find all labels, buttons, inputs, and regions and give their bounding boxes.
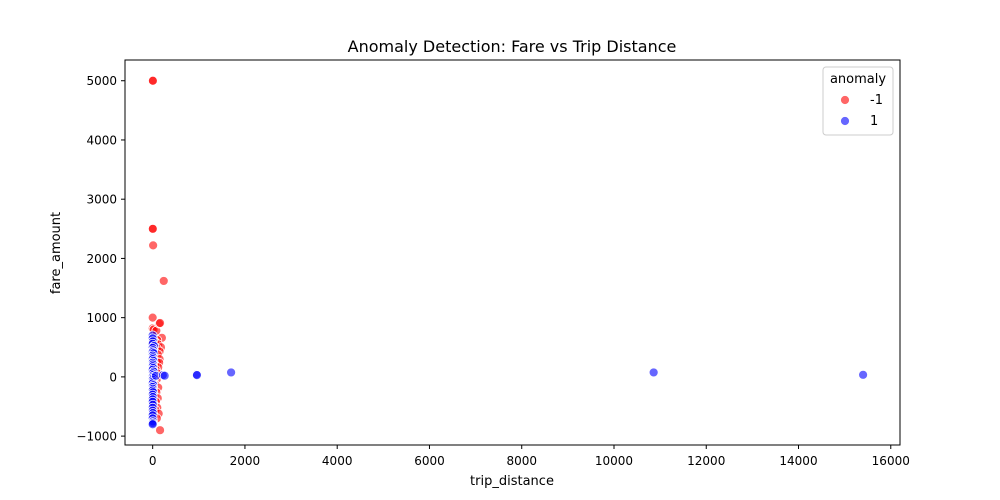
- legend-label-normal: 1: [870, 114, 878, 129]
- x-tick-label: 16000: [872, 454, 910, 468]
- y-tick-label: 4000: [86, 133, 117, 147]
- data-point: [147, 419, 158, 430]
- y-tick-label: 2000: [86, 252, 117, 266]
- series-normal: [147, 330, 868, 430]
- legend-marker-anomaly: [840, 95, 850, 105]
- y-axis-label: fare_amount: [49, 212, 64, 294]
- y-tick-label: −1000: [76, 430, 117, 444]
- x-tick-label: 10000: [595, 454, 633, 468]
- x-tick-label: 0: [149, 454, 157, 468]
- data-point: [226, 367, 237, 378]
- chart-title: Anomaly Detection: Fare vs Trip Distance: [348, 37, 677, 56]
- data-point: [155, 318, 165, 328]
- legend-title: anomaly: [830, 72, 886, 87]
- data-point: [158, 276, 169, 286]
- data-point: [155, 425, 165, 436]
- data-point: [159, 370, 170, 381]
- x-axis-ticks: 0 2000 4000 6000 8000 10000 12000 14000 16000: [149, 445, 910, 468]
- x-tick-label: 8000: [506, 454, 537, 468]
- x-tick-label: 6000: [414, 454, 445, 468]
- y-tick-label: 1000: [86, 311, 117, 325]
- legend: anomaly -1 1: [822, 66, 894, 136]
- data-point: [147, 223, 158, 234]
- data-point: [858, 369, 868, 380]
- points-layer: [147, 75, 868, 436]
- x-tick-label: 12000: [687, 454, 725, 468]
- data-point: [148, 240, 159, 251]
- y-tick-label: 5000: [86, 74, 117, 88]
- legend-box: [822, 66, 894, 136]
- y-tick-label: 3000: [86, 193, 117, 207]
- data-point: [192, 370, 202, 381]
- x-axis-label: trip_distance: [470, 474, 554, 489]
- y-tick-label: 0: [109, 370, 117, 384]
- x-tick-label: 14000: [779, 454, 817, 468]
- y-axis-ticks: −1000 0 1000 2000 3000 4000 5000: [76, 74, 125, 444]
- x-tick-label: 4000: [322, 454, 353, 468]
- legend-marker-normal: [840, 116, 850, 126]
- data-point: [147, 312, 158, 323]
- data-point: [648, 367, 659, 378]
- plot-frame: [124, 59, 901, 446]
- data-point: [148, 75, 158, 86]
- x-tick-label: 2000: [230, 454, 261, 468]
- legend-label-anomaly: -1: [870, 93, 883, 108]
